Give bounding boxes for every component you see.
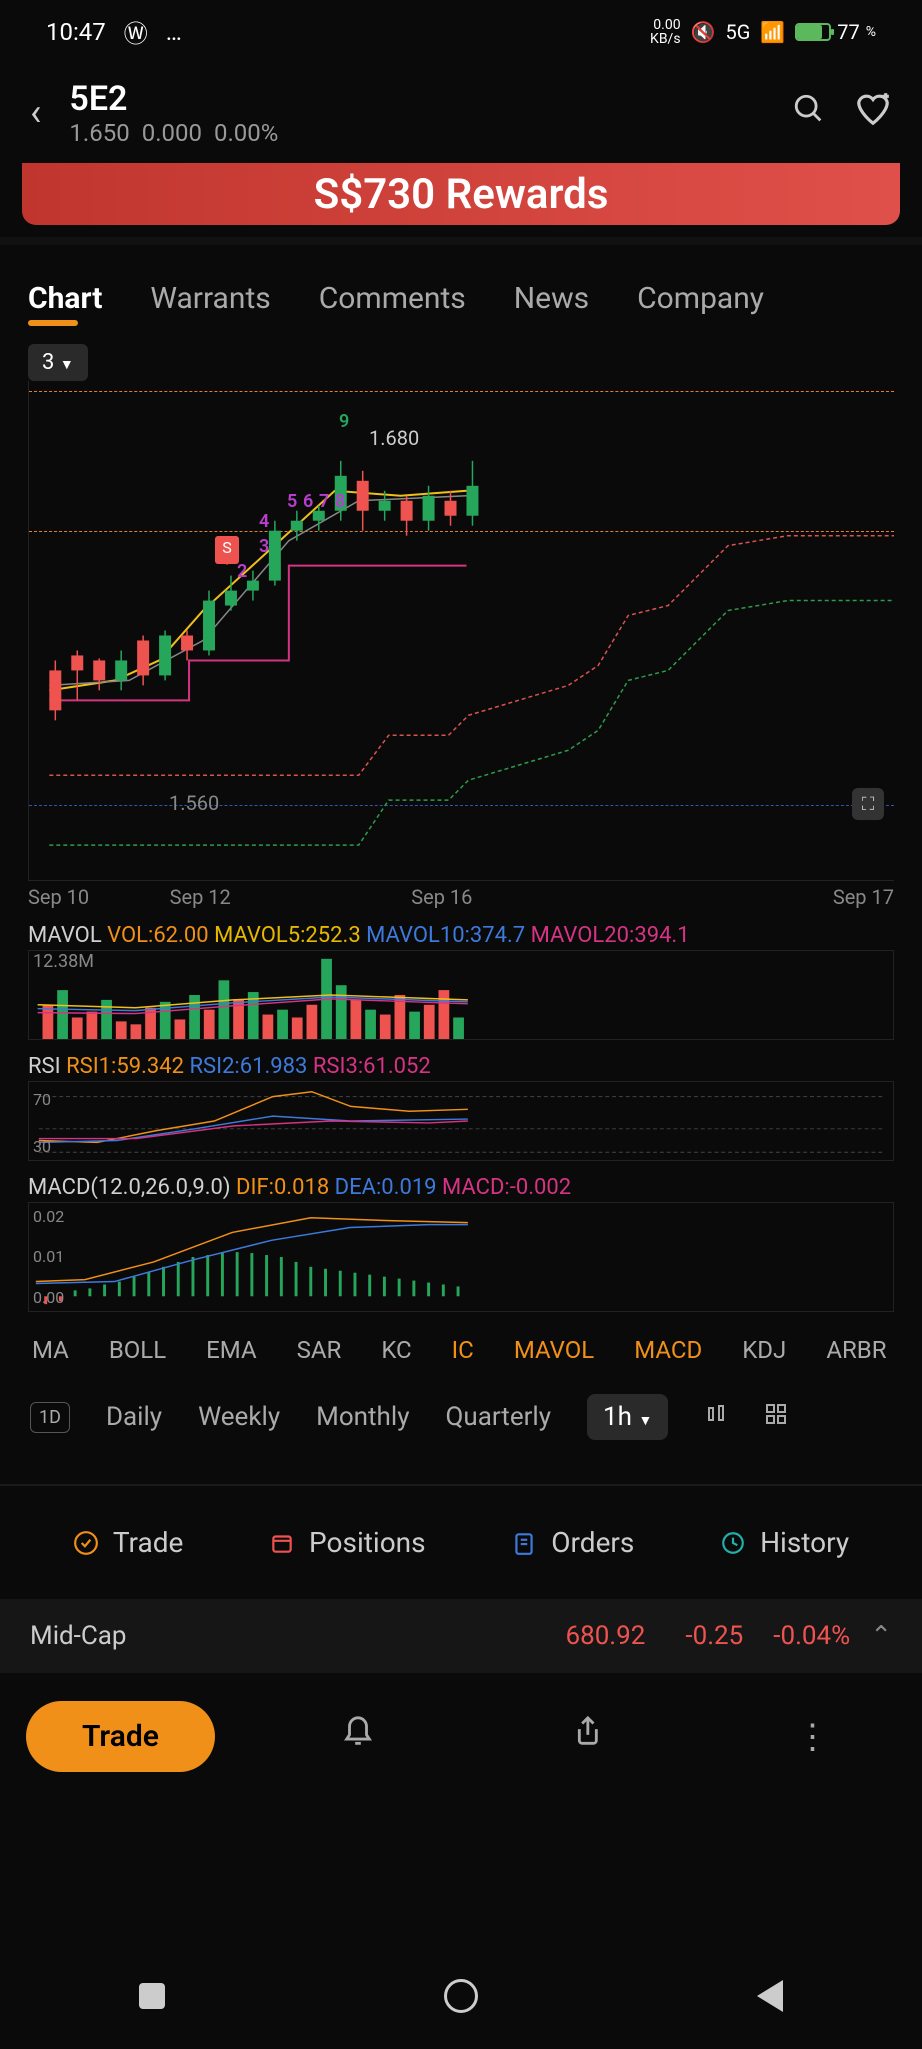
signal-icon: 📶 <box>760 20 785 44</box>
indicator-row: MA BOLL EMA SAR KC IC MAVOL MACD KDJ ARB… <box>0 1312 922 1374</box>
tf-quarterly[interactable]: Quarterly <box>446 1402 552 1432</box>
chevron-up-icon[interactable]: ⌃ <box>870 1621 892 1651</box>
status-bar: 10:47 Ⓦ … 0.00KB/s 🔇 5G 📶 77% <box>0 0 922 63</box>
favorite-add-icon[interactable] <box>854 90 892 137</box>
mavol-20: MAVOL20:394.1 <box>531 923 690 948</box>
timeframe-row: 1D Daily Weekly Monthly Quarterly 1h ▼ <box>0 1374 922 1460</box>
ind-kdj[interactable]: KDJ <box>742 1336 786 1364</box>
tab-chart[interactable]: Chart <box>28 281 102 316</box>
x-axis-labels: Sep 10 Sep 12 Sep 16 Sep 17 <box>0 881 922 909</box>
promo-banner[interactable]: S$730 Rewards <box>22 163 900 225</box>
more-icon: … <box>166 18 182 46</box>
net-speed: 0.00KB/s <box>650 18 681 46</box>
rsi-2: RSI2:61.983 <box>189 1054 307 1079</box>
tab-company[interactable]: Company <box>637 281 764 316</box>
ind-sar[interactable]: SAR <box>297 1336 342 1364</box>
ticker-symbol: 5E2 <box>69 79 764 119</box>
grid-icon[interactable] <box>764 1402 788 1432</box>
rsi-label: RSI <box>28 1054 61 1079</box>
trade-button[interactable]: Trade <box>26 1701 215 1772</box>
search-icon[interactable] <box>792 92 826 135</box>
macd-dif: DIF:0.018 <box>236 1175 329 1200</box>
android-nav <box>0 1951 922 2049</box>
market-pct: -0.04% <box>773 1621 850 1651</box>
ind-arbr[interactable]: ARBR <box>826 1336 886 1364</box>
macd-dea: DEA:0.019 <box>335 1175 437 1200</box>
market-row[interactable]: Mid-Cap 680.92 -0.25 -0.04% ⌃ <box>0 1599 922 1673</box>
price-change: 0.000 <box>142 119 202 147</box>
price-chart[interactable]: 1.680 1.560 S 92345678 ⛶ <box>28 381 894 881</box>
nav-recents-icon[interactable] <box>139 1983 165 2009</box>
market-name: Mid-Cap <box>30 1621 565 1651</box>
ind-ic[interactable]: IC <box>452 1336 474 1364</box>
share-icon[interactable] <box>502 1715 669 1758</box>
rsi-chart[interactable]: 70 30 <box>28 1081 894 1161</box>
tf-selected[interactable]: 1h ▼ <box>587 1394 668 1440</box>
network-label: 5G <box>725 20 750 44</box>
rsi-1: RSI1:59.342 <box>66 1054 184 1079</box>
tf-daily[interactable]: Daily <box>106 1402 162 1432</box>
market-value: 680.92 <box>565 1621 645 1651</box>
nav-home-icon[interactable] <box>444 1979 478 2013</box>
mute-icon: 🔇 <box>691 20 716 44</box>
macd-label: MACD(12.0,26.0,9.0) <box>28 1175 231 1200</box>
alert-icon[interactable] <box>275 1715 442 1758</box>
promo-text: S$730 Rewards <box>314 170 609 219</box>
whatsapp-icon: Ⓦ <box>124 14 148 49</box>
mavol-vol: VOL:62.00 <box>107 923 208 948</box>
main-tabs: Chart Warrants Comments News Company <box>0 245 922 330</box>
ind-ema[interactable]: EMA <box>206 1336 256 1364</box>
macd-macd: MACD:-0.002 <box>442 1175 571 1200</box>
section-trade[interactable]: Trade <box>73 1526 184 1559</box>
more-vert-icon[interactable]: ⋮ <box>729 1717 896 1757</box>
section-orders[interactable]: Orders <box>511 1526 634 1559</box>
tab-news[interactable]: News <box>514 281 589 316</box>
fullscreen-icon[interactable]: ⛶ <box>852 788 884 820</box>
candle-style-icon[interactable] <box>704 1402 728 1432</box>
header: ‹ 5E2 1.650 0.000 0.00% <box>0 63 922 163</box>
section-history[interactable]: History <box>720 1526 849 1559</box>
chart-count-dropdown[interactable]: 3 ▼ <box>28 344 88 381</box>
mavol-5: MAVOL5:252.3 <box>214 923 361 948</box>
ind-ma[interactable]: MA <box>32 1336 69 1364</box>
nav-back-icon[interactable] <box>757 1980 783 2012</box>
battery-indicator: 77% <box>795 20 876 44</box>
tf-1d-icon[interactable]: 1D <box>30 1402 70 1433</box>
mavol-chart[interactable]: 12.38M <box>28 950 894 1040</box>
mavol-label: MAVOL <box>28 923 102 948</box>
market-change: -0.25 <box>685 1621 743 1651</box>
bottom-bar: Trade ⋮ <box>0 1673 922 1800</box>
rsi-3: RSI3:61.052 <box>313 1054 431 1079</box>
ind-macd[interactable]: MACD <box>634 1336 702 1364</box>
price: 1.650 <box>69 119 129 147</box>
status-time: 10:47 <box>46 18 106 46</box>
tf-weekly[interactable]: Weekly <box>198 1402 280 1432</box>
mavol-10: MAVOL10:374.7 <box>366 923 525 948</box>
tf-monthly[interactable]: Monthly <box>316 1402 409 1432</box>
back-icon[interactable]: ‹ <box>30 91 41 135</box>
tab-comments[interactable]: Comments <box>319 281 466 316</box>
macd-chart[interactable]: 0.02 0.01 0.00 <box>28 1202 894 1312</box>
price-pct: 0.00% <box>214 119 278 147</box>
ind-mavol[interactable]: MAVOL <box>514 1336 594 1364</box>
tab-warrants[interactable]: Warrants <box>150 281 270 316</box>
section-positions[interactable]: Positions <box>269 1526 426 1559</box>
ind-boll[interactable]: BOLL <box>109 1336 166 1364</box>
ind-kc[interactable]: KC <box>381 1336 411 1364</box>
section-tabs: Trade Positions Orders History <box>0 1486 922 1599</box>
